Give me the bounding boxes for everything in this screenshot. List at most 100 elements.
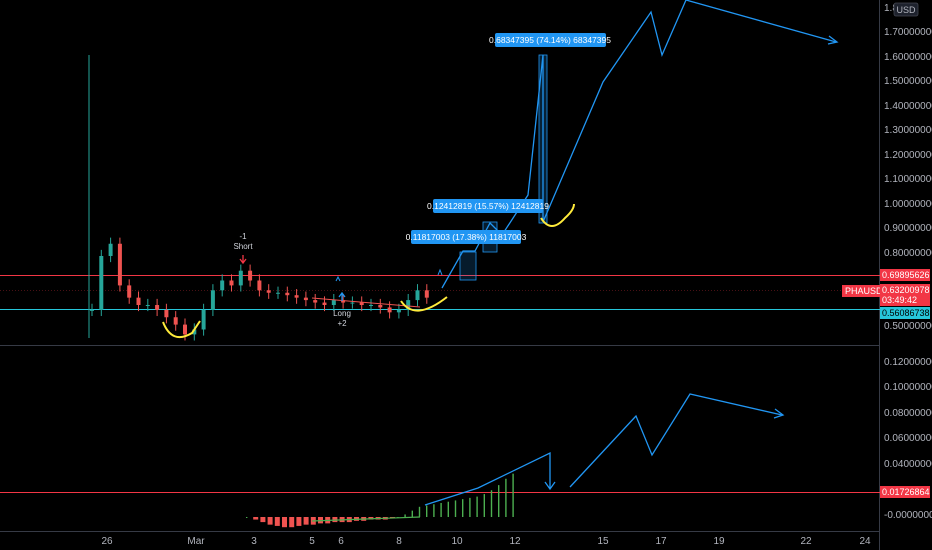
price-tick: 1.30000000 — [884, 125, 932, 136]
candle-body — [359, 302, 364, 305]
histogram-bar — [454, 500, 457, 517]
marker-icon — [437, 268, 443, 276]
measure-label-3-text: 0.68347395 (74.14%) 68347395 — [489, 35, 611, 45]
bottom-highlight-curve[interactable] — [162, 320, 201, 339]
time-tick: 5 — [309, 536, 315, 547]
measure-label-3[interactable]: 0.68347395 (74.14%) 68347395 — [489, 33, 611, 47]
candle-body — [229, 280, 234, 286]
histogram-bar — [447, 501, 449, 517]
price-tick: 1.40000000 — [884, 101, 932, 112]
histogram-bar — [462, 499, 464, 517]
candle-body — [266, 290, 271, 293]
histogram-bar — [332, 517, 338, 523]
histogram-bar — [498, 485, 500, 517]
time-tick: 6 — [338, 536, 344, 547]
candle-body — [350, 302, 355, 304]
bottom-highlight-curve[interactable] — [400, 296, 448, 312]
candle-body — [238, 270, 243, 286]
histogram-bar — [512, 473, 514, 517]
currency-button[interactable]: USD — [893, 2, 919, 17]
support-price-tag: 0.56086738 — [880, 307, 930, 319]
price-tick: 1.60000000 — [884, 52, 932, 63]
currency-label: USD — [896, 5, 916, 15]
measure-range-box[interactable] — [459, 251, 477, 281]
histogram-bar — [505, 478, 507, 517]
time-tick: 8 — [396, 536, 402, 547]
measure-label-2-text: 0.12412819 (15.57%) 12412819 — [427, 201, 549, 211]
time-tick: 26 — [101, 536, 113, 547]
histogram-bar — [267, 517, 273, 525]
candle-body — [406, 300, 411, 310]
histogram-bar — [469, 497, 471, 517]
arrowhead-icon — [544, 481, 556, 491]
candlestick-series — [88, 55, 429, 341]
histogram-bar — [246, 517, 248, 518]
candle-body — [99, 256, 104, 310]
time-tick: Mar — [187, 536, 205, 547]
candle-body — [108, 243, 113, 256]
candle-body — [117, 243, 122, 286]
time-tick: 15 — [597, 536, 609, 547]
histogram-bar — [282, 517, 287, 528]
marker-icon — [335, 275, 341, 282]
arrowhead-icon — [827, 35, 839, 45]
resistance-price-value: 0.69895626 — [882, 270, 930, 280]
price-projection-path[interactable] — [441, 0, 687, 289]
time-tick: 3 — [251, 536, 257, 547]
candle-body — [201, 309, 206, 330]
time-tick: 22 — [800, 536, 812, 547]
indicator-level-value: 0.01726864 — [882, 487, 930, 497]
indicator-tick: 0.08000000 — [884, 408, 932, 419]
histogram-bar — [411, 510, 413, 517]
indicator-tick: -0.00000000 — [884, 510, 932, 521]
candle-body — [313, 300, 318, 303]
candle-body — [378, 305, 383, 308]
indicator-projection-path[interactable] — [424, 451, 551, 506]
histogram-bar — [274, 517, 280, 526]
long-signal-value: +2 — [337, 319, 347, 328]
buy-arrow-icon — [338, 291, 346, 301]
measure-label-1[interactable]: 0.11817003 (17.38%) 11817003 — [406, 230, 527, 244]
histogram-bar — [483, 494, 485, 517]
measure-label-1-text: 0.11817003 (17.38%) 11817003 — [406, 232, 527, 242]
candle-body — [294, 295, 299, 298]
indicator-tick: 0.04000000 — [884, 459, 932, 470]
indicator-projection-path-2[interactable] — [569, 393, 783, 488]
indicator-tick: 0.12000000 — [884, 357, 932, 368]
indicator-trendline[interactable] — [311, 516, 421, 522]
candle-body — [387, 307, 392, 313]
measure-label-2[interactable]: 0.12412819 (15.57%) 12412819 — [427, 199, 549, 213]
indicator-axis[interactable]: 0.12000000 0.10000000 0.08000000 0.06000… — [884, 357, 932, 521]
symbol-label: PHAUSD — [845, 286, 883, 296]
price-tick: 0.90000000 — [884, 223, 932, 234]
resistance-price-tag: 0.69895626 — [880, 269, 930, 281]
candle-body — [136, 297, 141, 305]
histogram-bar — [289, 517, 295, 528]
bottom-highlight-curve[interactable] — [540, 203, 575, 227]
candle-body — [257, 280, 262, 291]
price-tick: 0.50000000 — [884, 321, 932, 332]
current-price-value: 0.63200978 — [882, 285, 930, 295]
candle-body — [322, 302, 327, 305]
candle-body — [396, 309, 401, 313]
histogram-bar — [433, 504, 435, 517]
histogram-bar — [426, 505, 428, 517]
price-trendline[interactable] — [311, 297, 421, 308]
indicator-tick: 0.06000000 — [884, 433, 932, 444]
candle-body — [415, 290, 420, 301]
candle-body — [331, 300, 336, 305]
candle-body — [127, 285, 132, 298]
time-axis[interactable]: 26 Mar 3 5 6 8 10 12 15 17 19 22 24 — [101, 536, 871, 547]
price-tick: 1.00000000 — [884, 199, 932, 210]
histogram-bar — [260, 517, 266, 523]
candle-body — [145, 305, 150, 306]
price-axis[interactable]: 1.8 1.70000000 1.60000000 1.50000000 1.4… — [884, 3, 932, 332]
measure-range-box[interactable] — [538, 54, 548, 224]
indicator-level-tag: 0.01726864 — [880, 486, 930, 498]
candle-body — [173, 317, 178, 325]
indicator-tick: 0.10000000 — [884, 382, 932, 393]
histogram-bar — [476, 496, 478, 517]
price-tick: 1.8 — [884, 3, 898, 14]
price-projection-tail[interactable] — [685, 0, 837, 43]
